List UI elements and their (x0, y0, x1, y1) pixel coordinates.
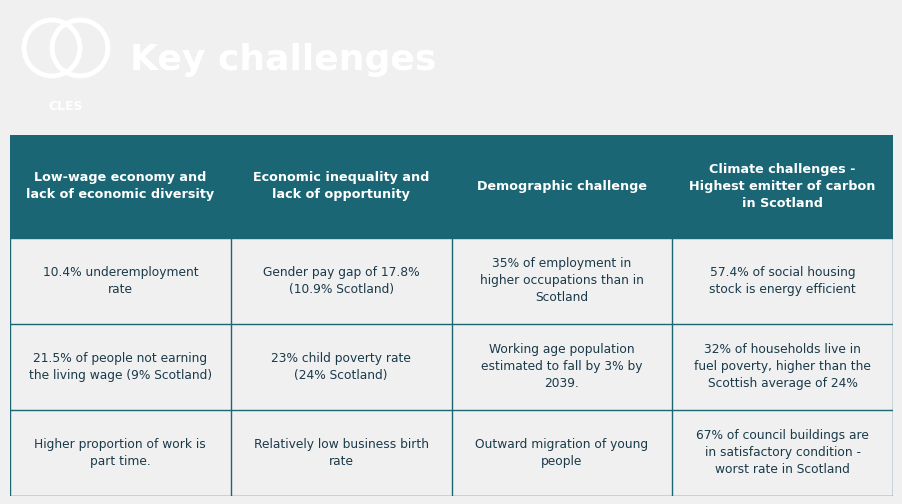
Text: 32% of households live in
fuel poverty, higher than the
Scottish average of 24%: 32% of households live in fuel poverty, … (694, 343, 870, 391)
Text: 10.4% underemployment
rate: 10.4% underemployment rate (42, 266, 198, 296)
Text: Working age population
estimated to fall by 3% by
2039.: Working age population estimated to fall… (481, 343, 642, 391)
Text: 57.4% of social housing
stock is energy efficient: 57.4% of social housing stock is energy … (708, 266, 855, 296)
Text: Key challenges: Key challenges (130, 43, 436, 77)
Text: 21.5% of people not earning
the living wage (9% Scotland): 21.5% of people not earning the living w… (29, 352, 212, 382)
Text: CLES: CLES (49, 99, 83, 112)
Text: Outward migration of young
people: Outward migration of young people (474, 438, 648, 468)
Text: Demographic challenge: Demographic challenge (476, 180, 646, 193)
Bar (10, 135, 892, 238)
Text: 23% child poverty rate
(24% Scotland): 23% child poverty rate (24% Scotland) (271, 352, 410, 382)
Text: 67% of council buildings are
in satisfactory condition -
worst rate in Scotland: 67% of council buildings are in satisfac… (695, 429, 868, 476)
Text: Low-wage economy and
lack of economic diversity: Low-wage economy and lack of economic di… (26, 171, 214, 202)
Text: Gender pay gap of 17.8%
(10.9% Scotland): Gender pay gap of 17.8% (10.9% Scotland) (262, 266, 419, 296)
Text: Economic inequality and
lack of opportunity: Economic inequality and lack of opportun… (253, 171, 428, 202)
Text: Higher proportion of work is
part time.: Higher proportion of work is part time. (34, 438, 206, 468)
Text: Relatively low business birth
rate: Relatively low business birth rate (253, 438, 428, 468)
Text: Climate challenges -
Highest emitter of carbon
in Scotland: Climate challenges - Highest emitter of … (688, 163, 875, 210)
Text: 35% of employment in
higher occupations than in
Scotland: 35% of employment in higher occupations … (479, 258, 643, 304)
